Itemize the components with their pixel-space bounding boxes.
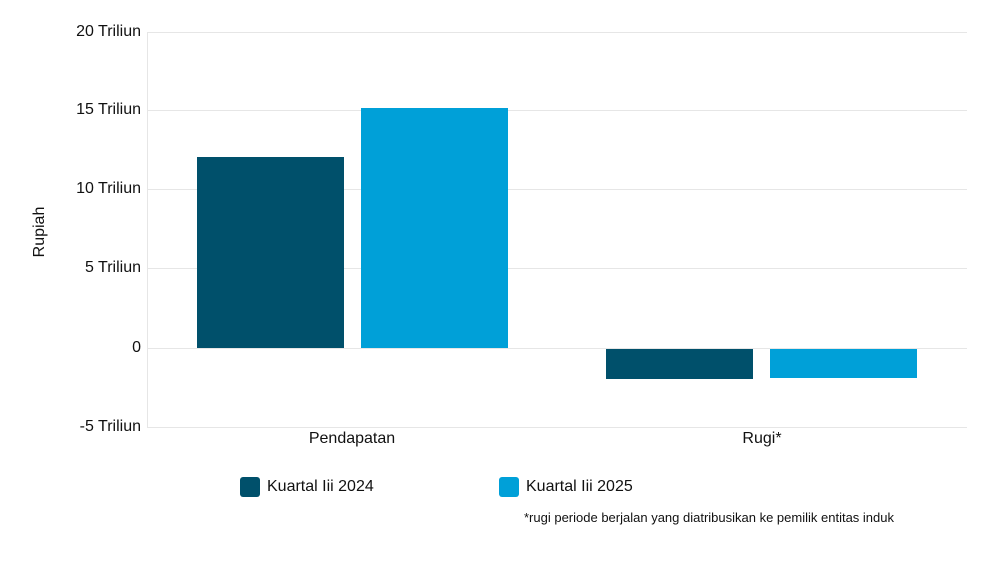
legend-label: Kuartal Iii 2024 bbox=[267, 478, 374, 495]
gridline bbox=[147, 427, 967, 428]
bar-rugi-2024[interactable] bbox=[606, 349, 753, 380]
y-tick: 15 Triliun bbox=[76, 101, 141, 118]
legend-item-2024[interactable]: Kuartal Iii 2024 bbox=[240, 477, 374, 497]
x-tick-rugi: Rugi* bbox=[742, 430, 782, 447]
footnote: *rugi periode berjalan yang diatribusika… bbox=[524, 510, 894, 525]
y-tick: 5 Triliun bbox=[84, 259, 141, 276]
y-tick: 0 bbox=[132, 339, 141, 356]
gridline bbox=[147, 268, 967, 269]
legend-item-2025[interactable]: Kuartal Iii 2025 bbox=[499, 477, 633, 497]
legend-swatch-icon bbox=[499, 477, 519, 497]
x-tick-pendapatan: Pendapatan bbox=[308, 430, 396, 447]
legend-label: Kuartal Iii 2025 bbox=[526, 478, 633, 495]
bar-pendapatan-2024[interactable] bbox=[197, 156, 344, 348]
legend-swatch-icon bbox=[240, 477, 260, 497]
y-axis-label: Rupiah bbox=[31, 206, 48, 258]
y-tick: -5 Triliun bbox=[79, 418, 141, 435]
gridline bbox=[147, 110, 967, 111]
gridline bbox=[147, 32, 967, 33]
y-tick: 10 Triliun bbox=[76, 180, 141, 197]
y-tick: 20 Triliun bbox=[76, 23, 141, 40]
bar-rugi-2025[interactable] bbox=[770, 349, 917, 379]
y-axis-line bbox=[147, 32, 148, 428]
bar-pendapatan-2025[interactable] bbox=[361, 107, 508, 348]
gridline-zero bbox=[147, 348, 967, 349]
gridline bbox=[147, 189, 967, 190]
